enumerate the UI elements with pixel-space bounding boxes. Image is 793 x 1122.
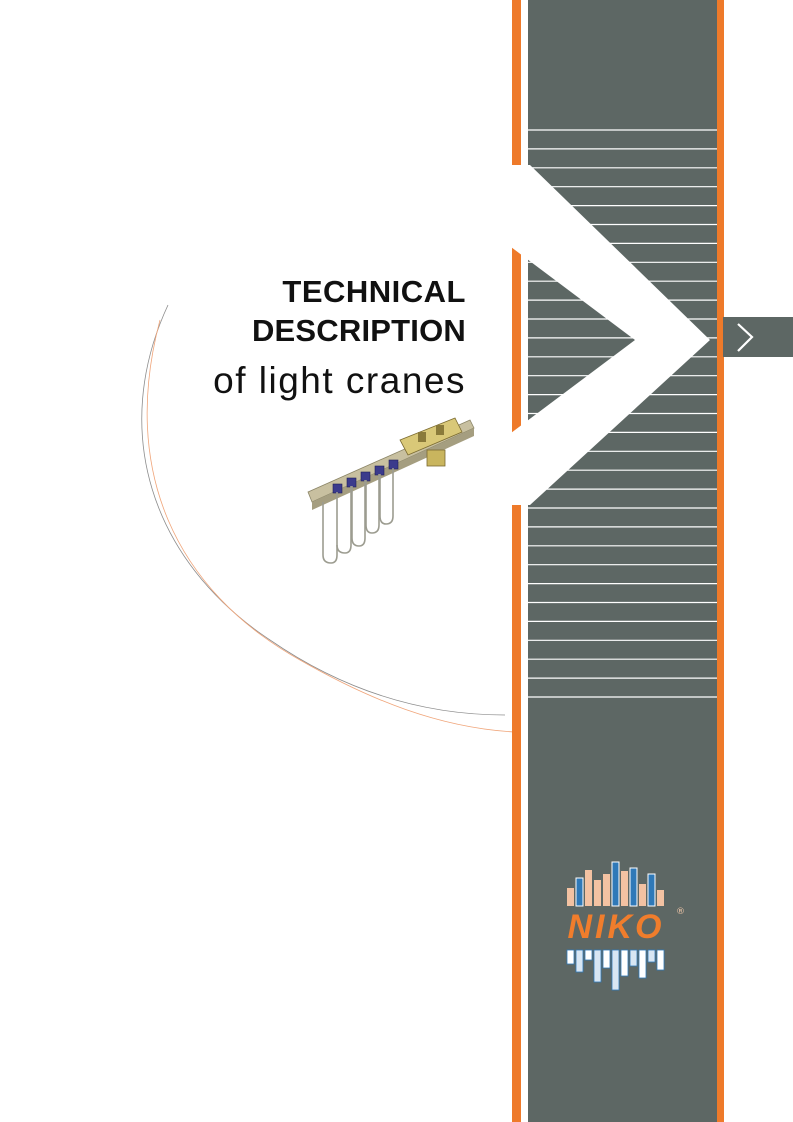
logo-bar-top [611, 861, 620, 907]
logo-bar-bottom [629, 949, 638, 967]
brand-logo: NIKO ® [553, 860, 693, 995]
logo-bar-bottom [602, 949, 611, 969]
logo-bar-bottom [656, 949, 665, 971]
title-line-description: DESCRIPTION [251, 313, 466, 348]
logo-bar-bottom [611, 949, 620, 991]
logo-bar-top [603, 874, 610, 906]
logo-bar-bottom [566, 949, 575, 965]
niko-logo [566, 861, 665, 991]
logo-bar-top [594, 880, 601, 906]
orange-left-stripe [512, 0, 521, 1122]
logo-bar-top [647, 873, 656, 907]
logo-bar-bottom [620, 949, 629, 977]
logo-bar-bottom [638, 949, 647, 979]
title-line-subject: of light cranes [213, 360, 466, 401]
logo-bar-bottom [584, 949, 593, 961]
logo-bar-bottom [593, 949, 602, 983]
chevron-cutout [495, 165, 710, 505]
title-line-technical: TECHNICAL [282, 274, 466, 309]
next-page-button[interactable] [723, 317, 793, 357]
crane-festoon-system-image [307, 417, 475, 564]
logo-bar-top [629, 867, 638, 907]
side-tab [723, 317, 793, 357]
brand-name: NIKO [567, 908, 665, 946]
orange-right-stripe [717, 0, 724, 1122]
chevron-right-icon [737, 323, 754, 352]
logo-bar-top [575, 877, 584, 907]
logo-bar-top [567, 888, 574, 906]
logo-bar-bottom [647, 949, 656, 963]
decorative-arc-gray [141, 304, 506, 716]
logo-bar-top [639, 884, 646, 906]
logo-bar-bottom [575, 949, 584, 973]
registered-mark: ® [676, 907, 685, 917]
logo-bar-top [585, 870, 592, 906]
logo-bar-top [657, 890, 664, 906]
decorative-arc-orange [146, 319, 516, 733]
logo-bar-top [621, 871, 628, 906]
